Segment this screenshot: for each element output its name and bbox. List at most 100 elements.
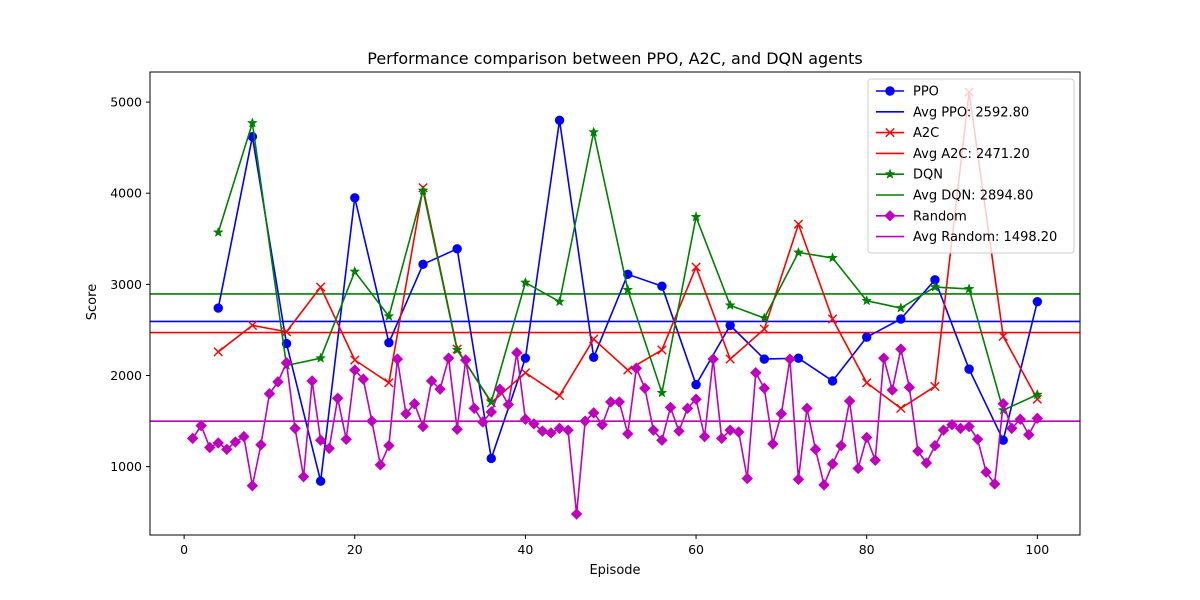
data-point-dqn: [656, 387, 668, 398]
data-point-dqn: [554, 295, 565, 307]
data-point-random: [331, 392, 344, 404]
x-axis-label: Episode: [589, 563, 640, 578]
data-point-a2c: [623, 365, 633, 375]
data-point-random: [212, 437, 224, 449]
y-tick-label: 3000: [110, 277, 142, 292]
data-point-random: [605, 396, 617, 408]
data-point-ppo: [759, 354, 770, 364]
data-point-random: [792, 473, 805, 486]
data-point-random: [724, 424, 736, 436]
series-ppo: [213, 115, 1043, 486]
series-a2c: [213, 87, 1043, 414]
data-point-random: [229, 436, 242, 448]
data-point-dqn: [349, 265, 361, 277]
data-point-random: [366, 415, 378, 427]
data-point-random: [971, 433, 984, 446]
x-tick-label: 80: [859, 542, 875, 557]
data-point-random: [374, 459, 387, 471]
data-point-ppo: [793, 353, 804, 363]
data-point-random: [528, 418, 540, 430]
data-point-dqn: [895, 302, 907, 313]
data-point-random: [502, 398, 515, 411]
data-point-random: [1023, 429, 1035, 441]
x-tick-label: 20: [347, 542, 363, 557]
data-point-a2c: [827, 314, 838, 324]
data-point-ppo: [588, 352, 599, 362]
data-point-random: [733, 426, 745, 438]
x-tick-label: 100: [1025, 542, 1049, 557]
data-point-random: [843, 395, 856, 407]
data-point-random: [613, 396, 625, 408]
data-point-random: [596, 419, 608, 431]
data-point-a2c: [759, 324, 770, 334]
data-point-random: [289, 422, 301, 435]
data-point-ppo: [896, 314, 906, 324]
data-point-random: [314, 434, 327, 446]
data-point-random: [511, 347, 523, 359]
data-point-random: [383, 439, 395, 452]
data-point-dqn: [690, 211, 702, 222]
legend-marker: [885, 127, 895, 138]
data-point-random: [895, 343, 907, 355]
data-point-random: [519, 413, 532, 425]
data-point-random: [664, 401, 677, 414]
y-axis-label: Score: [85, 284, 100, 320]
data-point-random: [246, 480, 259, 492]
data-point-dqn: [451, 344, 463, 355]
legend-label: Avg A2C: 2471.20: [913, 147, 1030, 162]
data-point-ppo: [691, 379, 701, 390]
data-point-dqn: [1031, 388, 1043, 400]
data-point-random: [715, 432, 728, 445]
legend-marker: [885, 86, 895, 96]
data-point-random: [323, 442, 335, 455]
data-point-random: [929, 439, 941, 452]
data-point-random: [263, 388, 276, 400]
data-point-random: [767, 438, 779, 450]
data-point-random: [186, 432, 199, 445]
data-point-ppo: [486, 453, 496, 464]
data-point-random: [775, 408, 788, 420]
data-point-random: [340, 433, 352, 446]
data-point-dqn: [315, 352, 327, 363]
data-point-random: [860, 431, 873, 444]
data-point-random: [425, 375, 438, 387]
data-point-a2c: [998, 331, 1008, 342]
data-point-random: [852, 462, 864, 475]
data-point-dqn: [963, 283, 975, 294]
data-point-ppo: [554, 115, 565, 126]
data-point-random: [400, 408, 412, 420]
legend-item: Avg A2C: 2471.20: [876, 147, 1030, 162]
data-point-a2c: [315, 282, 326, 292]
data-point-random: [391, 353, 404, 365]
data-point-dqn: [588, 126, 600, 137]
data-point-random: [272, 376, 284, 388]
y-tick-label: 1000: [110, 459, 142, 474]
data-point-random: [562, 424, 574, 436]
data-point-ppo: [350, 193, 360, 203]
data-point-random: [988, 478, 1001, 490]
data-point-a2c: [657, 345, 667, 355]
data-point-random: [912, 445, 924, 457]
data-point-random: [1006, 422, 1018, 435]
data-point-random: [673, 425, 685, 437]
data-point-random: [818, 479, 830, 491]
data-point-random: [494, 383, 506, 395]
data-point-ppo: [725, 320, 735, 331]
y-tick-label: 2000: [110, 368, 142, 383]
legend-label: Avg PPO: 2592.80: [913, 105, 1029, 120]
data-point-random: [477, 416, 489, 428]
data-point-dqn: [929, 281, 941, 292]
legend-label: Avg Random: 1498.20: [913, 230, 1057, 245]
data-point-random: [459, 354, 472, 366]
data-point-random: [434, 383, 446, 395]
data-point-random: [741, 472, 753, 485]
series-random: [186, 343, 1044, 520]
y-tick-label: 4000: [110, 186, 142, 201]
data-point-random: [920, 457, 933, 469]
legend-item: DQN: [876, 168, 943, 183]
data-point-ppo: [520, 353, 531, 363]
data-point-random: [468, 402, 480, 415]
data-point-random: [408, 398, 421, 410]
data-point-dqn: [724, 299, 736, 310]
